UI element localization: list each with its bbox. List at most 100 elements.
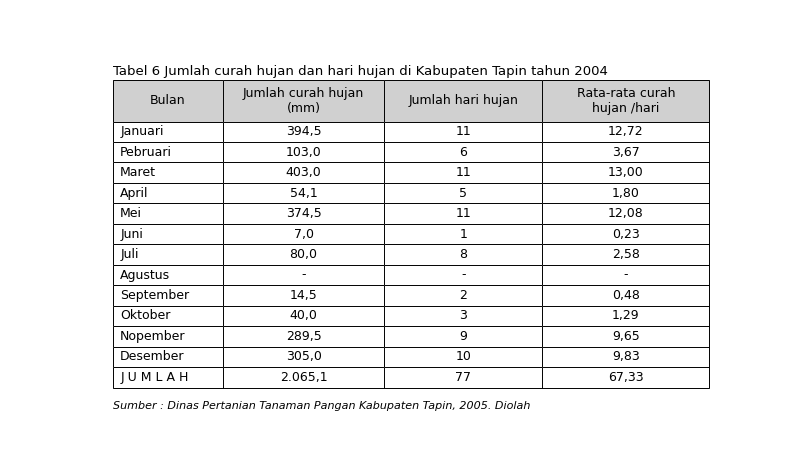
Bar [542,306,710,326]
Bar [384,204,542,224]
Text: 2.065,1: 2.065,1 [280,371,327,384]
Text: 54,1: 54,1 [290,187,318,200]
Text: Juli: Juli [120,248,139,261]
Text: Oktober: Oktober [120,309,171,322]
Bar [223,244,384,265]
Bar [112,163,223,183]
Bar [112,285,223,306]
Bar [384,142,542,163]
Bar [223,306,384,326]
Bar [223,80,384,122]
Bar [112,265,223,285]
Text: Jumlah curah hujan
(mm): Jumlah curah hujan (mm) [243,87,364,115]
Bar [223,306,384,326]
Bar [384,265,542,285]
Bar [112,204,223,224]
Bar [223,265,384,285]
Text: Bulan: Bulan [150,94,186,107]
Text: 77: 77 [456,371,472,384]
Bar [223,142,384,163]
Bar [112,244,223,265]
Text: 9,65: 9,65 [612,330,640,343]
Bar [542,346,710,367]
Bar [542,285,710,306]
Bar [112,367,223,388]
Bar [542,224,710,244]
Bar [384,244,542,265]
Text: 12,08: 12,08 [608,207,644,220]
Text: 2,58: 2,58 [612,248,640,261]
Text: 9,83: 9,83 [612,350,640,363]
Text: 289,5: 289,5 [286,330,322,343]
Bar [112,204,223,224]
Text: 11: 11 [456,125,471,138]
Bar [384,285,542,306]
Bar [542,183,710,204]
Bar [223,204,384,224]
Text: 12,72: 12,72 [608,125,644,138]
Bar [223,204,384,224]
Text: 13,00: 13,00 [608,166,644,179]
Bar [542,142,710,163]
Bar [112,346,223,367]
Bar [542,244,710,265]
Bar [112,142,223,163]
Text: Nopember: Nopember [120,330,185,343]
Bar [384,265,542,285]
Bar [223,285,384,306]
Bar [384,163,542,183]
Text: Rata-rata curah
hujan /hari: Rata-rata curah hujan /hari [577,87,675,115]
Text: -: - [461,268,465,282]
Bar [542,244,710,265]
Text: 67,33: 67,33 [608,371,644,384]
Bar [384,122,542,142]
Bar [542,224,710,244]
Bar [384,244,542,265]
Text: 0,23: 0,23 [612,227,640,241]
Bar [223,183,384,204]
Text: Jumlah hari hujan: Jumlah hari hujan [408,94,518,107]
Bar [542,183,710,204]
Bar [112,306,223,326]
Bar [542,326,710,346]
Text: 0,48: 0,48 [612,289,640,302]
Bar [223,122,384,142]
Text: 374,5: 374,5 [286,207,322,220]
Bar [223,346,384,367]
Text: Tabel 6 Jumlah curah hujan dan hari hujan di Kabupaten Tapin tahun 2004: Tabel 6 Jumlah curah hujan dan hari huja… [112,65,608,78]
Bar [384,80,542,122]
Bar [223,142,384,163]
Bar [542,346,710,367]
Bar [112,122,223,142]
Bar [112,183,223,204]
Bar [112,142,223,163]
Text: 6: 6 [460,146,468,159]
Text: 11: 11 [456,166,471,179]
Bar [112,346,223,367]
Text: -: - [302,268,306,282]
Bar [223,326,384,346]
Text: 10: 10 [456,350,471,363]
Bar [384,204,542,224]
Bar [384,163,542,183]
Bar [112,306,223,326]
Bar [112,224,223,244]
Bar [223,183,384,204]
Bar [542,163,710,183]
Bar [223,367,384,388]
Text: 1,80: 1,80 [612,187,640,200]
Bar [112,183,223,204]
Bar [542,367,710,388]
Bar [542,80,710,122]
Bar [112,367,223,388]
Bar [112,80,223,122]
Text: 9: 9 [460,330,468,343]
Bar [542,163,710,183]
Text: 8: 8 [460,248,468,261]
Bar [384,122,542,142]
Bar [542,204,710,224]
Bar [384,346,542,367]
Bar [223,80,384,122]
Text: Sumber : Dinas Pertanian Tanaman Pangan Kabupaten Tapin, 2005. Diolah: Sumber : Dinas Pertanian Tanaman Pangan … [112,401,530,411]
Text: Januari: Januari [120,125,164,138]
